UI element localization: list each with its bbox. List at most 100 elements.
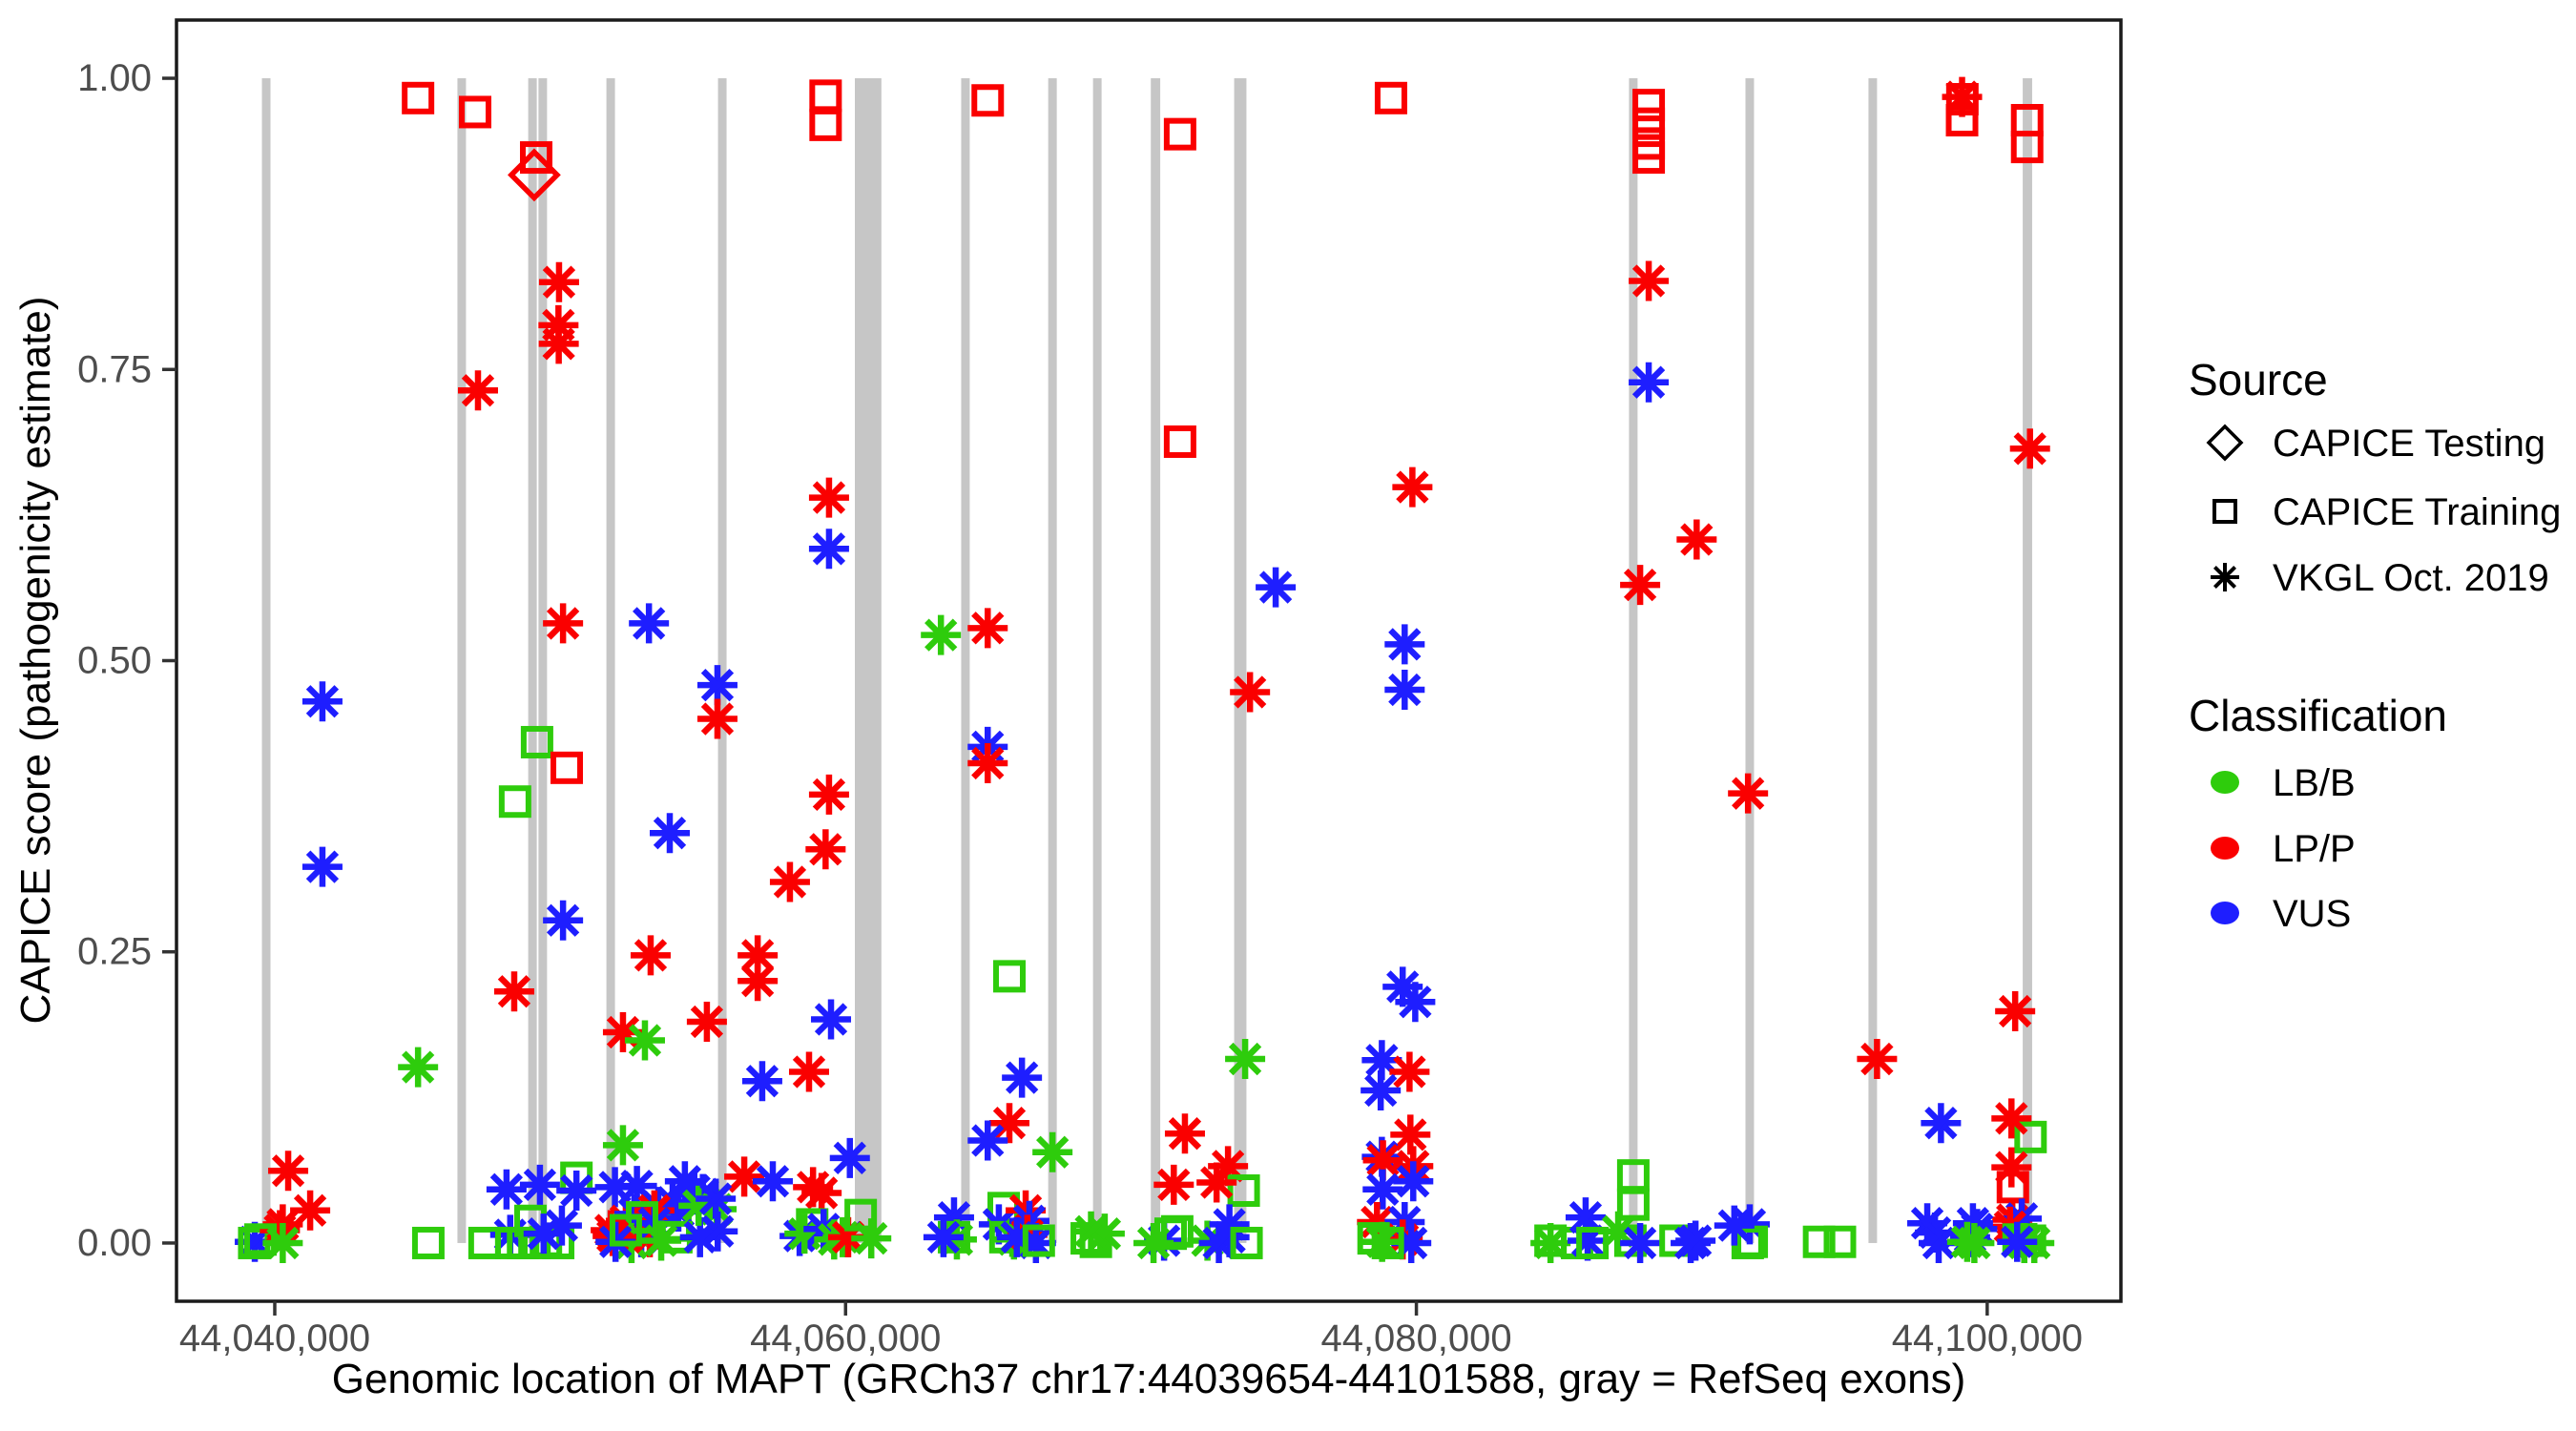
data-point-asterisk (457, 370, 498, 411)
data-point-asterisk (538, 261, 579, 302)
data-point-asterisk (1946, 1221, 1987, 1262)
data-point-square (809, 108, 842, 141)
data-point-asterisk (805, 829, 846, 870)
data-point-square (1823, 1225, 1857, 1258)
x-tick-label: 44,080,000 (1320, 1317, 1511, 1359)
data-point-asterisk (1995, 990, 2036, 1031)
data-point-asterisk (1153, 1164, 1195, 1205)
y-tick-label: 0.50 (77, 640, 152, 682)
data-point-square (1163, 425, 1196, 458)
data-point-asterisk (788, 1051, 829, 1092)
lbb-dot-icon (2211, 771, 2239, 794)
data-point-asterisk (1384, 670, 1425, 711)
data-point-square (1616, 1188, 1650, 1221)
data-point-square (1945, 83, 1979, 116)
legend-item-label: VUS (2273, 893, 2351, 935)
data-point-square (1802, 1225, 1836, 1258)
data-point-square (1022, 1224, 1055, 1257)
data-point-asterisk (543, 603, 584, 644)
data-point-asterisk (829, 1137, 870, 1178)
legend-item-vkgl: VKGL Oct. 2019 (2211, 557, 2549, 599)
data-point-asterisk (737, 961, 779, 1002)
diamond-icon (2206, 424, 2244, 462)
data-point-square (1163, 117, 1196, 151)
data-point-square (971, 84, 1005, 117)
y-tick-label: 0.75 (77, 348, 152, 390)
data-point-asterisk (543, 900, 584, 941)
data-point-square (520, 725, 553, 758)
legend-item-label: LP/P (2273, 828, 2356, 870)
data-point-asterisk (1362, 1169, 1403, 1210)
data-point-asterisk (967, 1120, 1008, 1161)
data-point-asterisk (1620, 565, 1661, 606)
data-point-square (1230, 1226, 1263, 1259)
data-points-layer (235, 76, 2055, 1263)
data-point-asterisk (808, 477, 849, 518)
y-tick-label: 0.25 (77, 931, 152, 973)
data-point-asterisk (1991, 1098, 2032, 1139)
legend-item-lpp: LP/P (2211, 828, 2356, 870)
data-point-square (402, 81, 435, 114)
data-point-square (458, 95, 491, 129)
exon-bar (1151, 78, 1161, 1243)
data-point-square (1632, 89, 1666, 122)
legend-classification-title: Classification (2189, 691, 2447, 740)
data-point-asterisk (1629, 362, 1670, 403)
exon-bar (1868, 78, 1878, 1243)
data-point-asterisk (268, 1151, 309, 1192)
square-icon (2212, 499, 2237, 524)
data-point-asterisk (741, 1061, 782, 1102)
data-point-asterisk (1164, 1113, 1205, 1154)
data-point-asterisk (1002, 1057, 1043, 1098)
exon-bar (528, 78, 537, 1243)
data-point-asterisk (519, 1164, 560, 1205)
exon-bar (961, 78, 970, 1243)
data-point-asterisk (967, 608, 1008, 649)
data-point-asterisk (1395, 982, 1436, 1023)
legend-item-label: CAPICE Testing (2273, 423, 2545, 465)
data-point-square (1945, 103, 1979, 136)
legend-item-label: LB/B (2273, 762, 2356, 804)
vus-dot-icon (2211, 902, 2239, 924)
plot-panel-border (175, 18, 2123, 1303)
data-point-asterisk (301, 681, 343, 722)
data-point-square (1374, 81, 1407, 114)
exon-bar (1048, 78, 1057, 1243)
data-point-asterisk (523, 1213, 564, 1255)
exon-bar (2023, 78, 2032, 1243)
legend-item-vus: VUS (2211, 893, 2351, 935)
exon-bar (606, 78, 615, 1243)
data-point-square (1371, 1226, 1404, 1259)
legend-item-label: VKGL Oct. 2019 (2273, 557, 2549, 599)
y-tick-label: 1.00 (77, 57, 152, 99)
data-point-asterisk (486, 1169, 527, 1210)
data-point-square (411, 1226, 445, 1259)
data-point-square (809, 79, 842, 113)
data-point-asterisk (921, 614, 962, 655)
exon-bar (855, 78, 882, 1243)
lpp-dot-icon (2211, 837, 2239, 860)
data-point-asterisk (793, 1167, 834, 1208)
data-point-asterisk (1392, 467, 1433, 508)
data-point-asterisk (808, 774, 849, 815)
data-point-asterisk (1230, 672, 1271, 713)
data-point-square (1632, 141, 1666, 175)
data-point-asterisk (1389, 1051, 1430, 1092)
data-point-asterisk (697, 1211, 738, 1252)
data-point-asterisk (1629, 260, 1670, 301)
data-point-asterisk (1921, 1103, 1962, 1144)
exon-bar (1234, 78, 1247, 1243)
data-point-asterisk (752, 1161, 793, 1202)
data-point-asterisk (398, 1047, 439, 1088)
data-point-square (1632, 107, 1666, 140)
data-point-square (551, 751, 584, 784)
data-point-asterisk (923, 1216, 964, 1257)
data-point-asterisk (1070, 1211, 1111, 1252)
data-point-asterisk (1225, 1039, 1266, 1080)
data-point-square (992, 960, 1026, 993)
exon-bar (717, 78, 727, 1243)
data-point-asterisk (1997, 1221, 2038, 1262)
exon-bar (1745, 78, 1755, 1243)
data-point-square (520, 141, 553, 175)
